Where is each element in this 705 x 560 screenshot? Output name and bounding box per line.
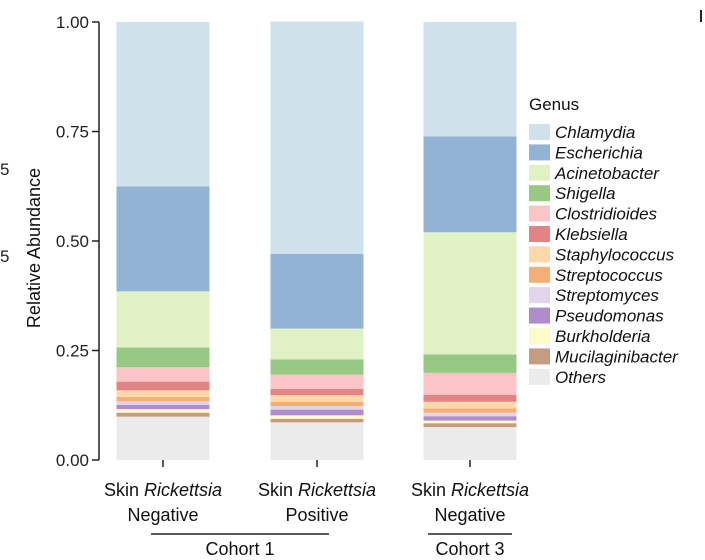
y-tick-label: 0.25 — [56, 342, 89, 361]
bar-segment-shigella-3 — [423, 354, 517, 373]
legend-label-streptomyces: Streptomyces — [555, 286, 659, 305]
bar-segment-burkholderia-3 — [423, 420, 517, 424]
bar-segment-acinetobacter-2 — [270, 328, 364, 360]
bar-segment-klebsiella-3 — [423, 394, 517, 402]
legend-swatch-staphylococcus — [529, 246, 550, 263]
x-tick-label-line1: Skin Rickettsia — [258, 480, 376, 500]
legend-swatch-streptomyces — [529, 287, 550, 304]
bar-segment-mucilaginibacter-3 — [423, 423, 517, 428]
bar-segment-staphylococcus-2 — [270, 395, 364, 402]
bar-segment-mucilaginibacter-2 — [270, 418, 364, 423]
bar-segment-klebsiella-2 — [270, 389, 364, 396]
x-tick-label-line2: Negative — [434, 505, 505, 525]
cropped-tick-fragment: 5 — [0, 247, 9, 266]
y-tick-label: 0.75 — [56, 123, 89, 142]
legend-swatch-burkholderia — [529, 328, 550, 344]
bar-segment-shigella-1 — [116, 347, 210, 368]
x-tick-label-line1: Skin Rickettsia — [411, 480, 529, 500]
legend-label-streptococcus: Streptococcus — [555, 266, 663, 285]
bar-segment-others-2 — [270, 422, 364, 460]
y-tick-label: 0.50 — [56, 232, 89, 251]
bar-segment-others-1 — [116, 416, 210, 460]
bar-segment-others-3 — [423, 427, 517, 460]
x-tick-label-line2: Positive — [285, 505, 348, 525]
legend-swatch-streptococcus — [529, 266, 550, 283]
y-tick-label: 0.00 — [56, 451, 89, 470]
bar-segment-pseudomonas-3 — [423, 416, 517, 421]
bar-segment-streptococcus-3 — [423, 408, 517, 413]
legend-label-shigella: Shigella — [555, 184, 616, 203]
legend-swatch-others — [529, 368, 550, 385]
bar-segment-streptococcus-2 — [270, 401, 364, 407]
bar-segment-burkholderia-1 — [116, 409, 210, 413]
bar-segment-acinetobacter-3 — [423, 232, 517, 355]
legend-swatch-acinetobacter — [529, 164, 550, 181]
bar-segment-escherichia-2 — [270, 253, 364, 329]
bar-segment-chlamydia-2 — [270, 21, 364, 254]
cohort-groups: Cohort 1 Cohort 3 — [151, 533, 512, 559]
bar-segment-escherichia-1 — [116, 186, 210, 292]
y-tick-label: 1.00 — [56, 13, 89, 32]
legend-label-mucilaginibacter: Mucilaginibacter — [555, 347, 679, 366]
legend-label-others: Others — [555, 368, 607, 387]
y-axis-title: Relative Abundance — [24, 168, 44, 328]
legend-swatch-clostridioides — [529, 205, 550, 222]
cropped-edge-mark — [700, 10, 702, 22]
legend-label-klebsiella: Klebsiella — [555, 225, 628, 244]
bar-segment-streptomyces-3 — [423, 412, 517, 417]
cohort-label: Cohort 3 — [435, 539, 504, 559]
bar-segment-streptomyces-2 — [270, 406, 364, 410]
legend-label-escherichia: Escherichia — [555, 143, 643, 162]
legend-swatch-escherichia — [529, 144, 550, 161]
x-axis: Skin Rickettsia Negative Skin Rickettsia Po… — [104, 460, 529, 525]
bar-segment-mucilaginibacter-1 — [116, 412, 210, 417]
bar-segment-klebsiella-1 — [116, 381, 210, 391]
legend-label-acinetobacter: Acinetobacter — [554, 164, 660, 183]
bar-segment-escherichia-3 — [423, 136, 517, 233]
legend-swatch-chlamydia — [529, 124, 550, 140]
bar-segment-clostridioides-3 — [423, 372, 517, 395]
cohort-label: Cohort 1 — [205, 539, 274, 559]
bars-layer — [116, 21, 517, 460]
legend-label-pseudomonas: Pseudomonas — [555, 307, 664, 326]
bar-segment-chlamydia-3 — [423, 22, 517, 137]
legend-title: Genus — [529, 95, 579, 114]
x-tick-label-line1: Skin Rickettsia — [104, 480, 222, 500]
legend-label-staphylococcus: Staphylococcus — [555, 245, 675, 264]
bar-segment-staphylococcus-1 — [116, 390, 210, 397]
legend-label-clostridioides: Clostridioides — [555, 205, 658, 224]
bar-segment-streptococcus-1 — [116, 396, 210, 402]
bar-segment-clostridioides-2 — [270, 374, 364, 390]
legend-swatch-pseudomonas — [529, 307, 550, 324]
bar-segment-burkholderia-2 — [270, 415, 364, 419]
bar-segment-streptomyces-1 — [116, 401, 210, 405]
bar-segment-chlamydia-1 — [116, 22, 210, 187]
bar-segment-staphylococcus-3 — [423, 401, 517, 409]
bar-segment-pseudomonas-2 — [270, 409, 364, 416]
legend-swatch-klebsiella — [529, 226, 550, 242]
bar-segment-clostridioides-1 — [116, 367, 210, 382]
y-axis: 0.00 0.25 0.50 0.75 1.00 Relative Abundance — [24, 13, 100, 470]
legend-swatch-shigella — [529, 185, 550, 202]
legend-label-burkholderia: Burkholderia — [555, 327, 650, 346]
bar-segment-pseudomonas-1 — [116, 404, 210, 410]
bar-segment-shigella-2 — [270, 359, 364, 375]
legend-swatch-mucilaginibacter — [529, 348, 550, 365]
edge-fragments: 55 — [0, 10, 702, 266]
cropped-tick-fragment: 5 — [0, 160, 9, 179]
x-tick-label-line2: Negative — [127, 505, 198, 525]
legend-label-chlamydia: Chlamydia — [555, 123, 635, 142]
bar-segment-acinetobacter-1 — [116, 291, 210, 348]
